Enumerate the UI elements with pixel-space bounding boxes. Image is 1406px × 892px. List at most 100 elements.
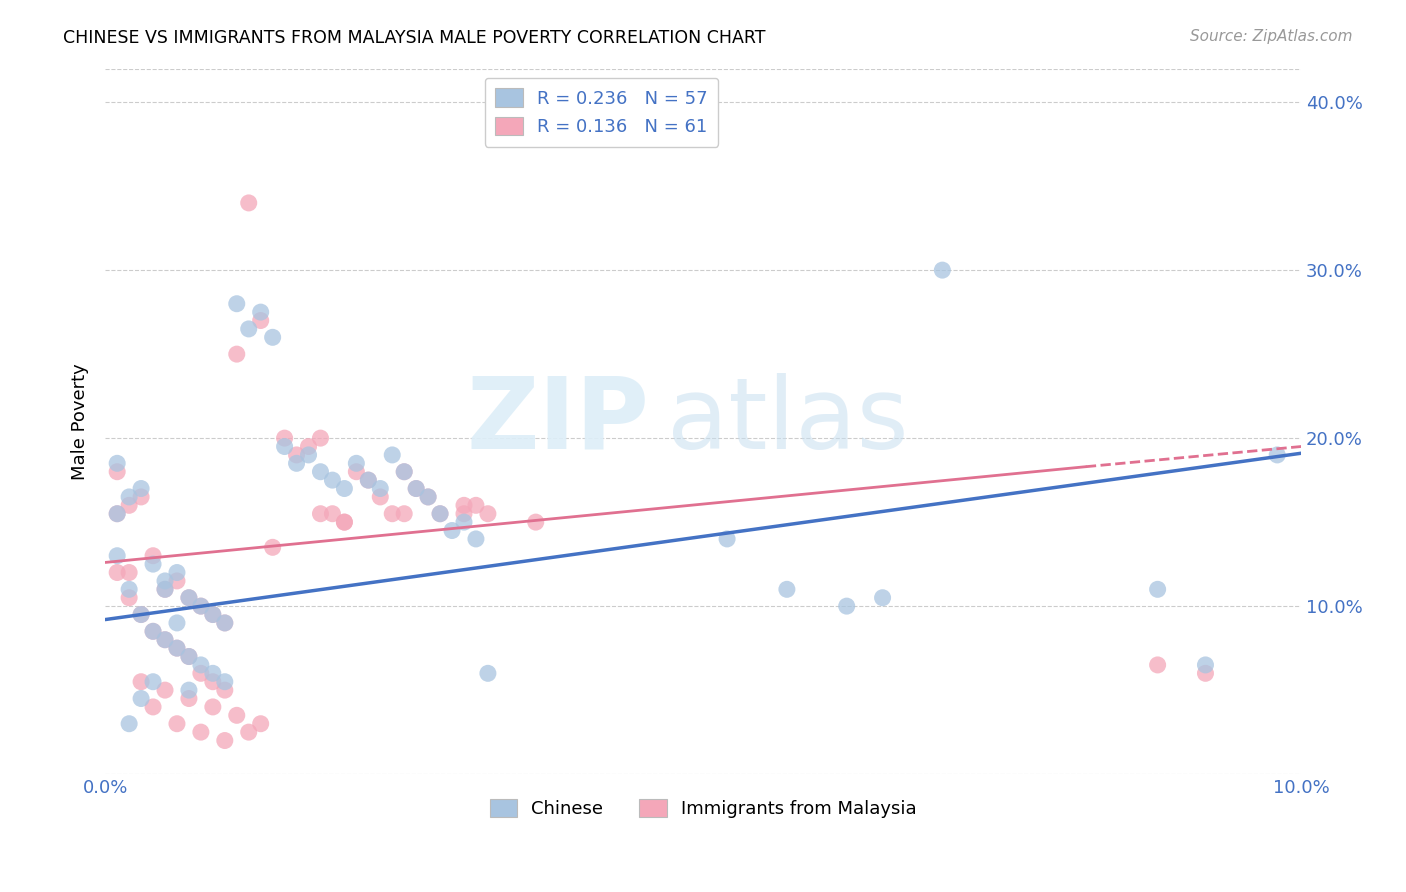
Point xyxy=(524,515,547,529)
Point xyxy=(238,195,260,210)
Point xyxy=(416,490,439,504)
Point xyxy=(368,490,391,504)
Point xyxy=(153,582,176,597)
Point xyxy=(309,465,332,479)
Point xyxy=(177,691,200,706)
Point xyxy=(273,440,295,454)
Point xyxy=(392,507,415,521)
Point xyxy=(129,482,152,496)
Point xyxy=(166,615,188,630)
Point xyxy=(129,490,152,504)
Point xyxy=(477,507,499,521)
Point xyxy=(214,683,236,698)
Point xyxy=(344,465,367,479)
Point xyxy=(416,490,439,504)
Point xyxy=(285,456,308,470)
Point xyxy=(931,263,953,277)
Point xyxy=(1194,657,1216,672)
Point xyxy=(142,557,165,571)
Point xyxy=(201,666,224,681)
Point xyxy=(105,456,128,470)
Point xyxy=(142,674,165,689)
Point xyxy=(835,599,858,614)
Point xyxy=(105,465,128,479)
Point xyxy=(392,465,415,479)
Point xyxy=(321,507,343,521)
Point xyxy=(153,632,176,647)
Point xyxy=(177,649,200,664)
Point xyxy=(309,507,332,521)
Point xyxy=(368,482,391,496)
Point xyxy=(273,431,295,445)
Point xyxy=(238,322,260,336)
Point xyxy=(177,683,200,698)
Point xyxy=(225,347,247,361)
Point xyxy=(381,448,404,462)
Y-axis label: Male Poverty: Male Poverty xyxy=(72,363,89,480)
Point xyxy=(285,448,308,462)
Point xyxy=(142,624,165,639)
Point xyxy=(333,515,356,529)
Point xyxy=(381,507,404,521)
Point xyxy=(142,549,165,563)
Point xyxy=(177,649,200,664)
Point xyxy=(238,725,260,739)
Point xyxy=(105,507,128,521)
Point xyxy=(333,515,356,529)
Point xyxy=(129,607,152,622)
Point xyxy=(190,725,212,739)
Point xyxy=(297,448,319,462)
Point xyxy=(153,574,176,588)
Text: CHINESE VS IMMIGRANTS FROM MALAYSIA MALE POVERTY CORRELATION CHART: CHINESE VS IMMIGRANTS FROM MALAYSIA MALE… xyxy=(63,29,766,46)
Point xyxy=(262,541,284,555)
Point xyxy=(166,566,188,580)
Point xyxy=(129,691,152,706)
Legend: Chinese, Immigrants from Malaysia: Chinese, Immigrants from Malaysia xyxy=(482,791,924,825)
Point xyxy=(249,305,271,319)
Point xyxy=(357,473,380,487)
Point xyxy=(166,716,188,731)
Point xyxy=(405,482,427,496)
Point xyxy=(392,465,415,479)
Point xyxy=(872,591,894,605)
Point xyxy=(201,607,224,622)
Point xyxy=(142,700,165,714)
Point xyxy=(105,549,128,563)
Point xyxy=(441,524,464,538)
Point xyxy=(344,456,367,470)
Point xyxy=(1146,657,1168,672)
Point xyxy=(118,591,141,605)
Point xyxy=(142,624,165,639)
Point xyxy=(129,607,152,622)
Point xyxy=(1146,582,1168,597)
Point xyxy=(214,615,236,630)
Point xyxy=(118,716,141,731)
Point xyxy=(776,582,799,597)
Point xyxy=(166,574,188,588)
Point xyxy=(429,507,451,521)
Text: Source: ZipAtlas.com: Source: ZipAtlas.com xyxy=(1189,29,1353,44)
Point xyxy=(190,657,212,672)
Text: atlas: atlas xyxy=(668,373,908,470)
Point xyxy=(177,591,200,605)
Point xyxy=(201,674,224,689)
Point xyxy=(153,632,176,647)
Point xyxy=(297,440,319,454)
Point xyxy=(453,515,475,529)
Point xyxy=(453,499,475,513)
Point xyxy=(465,532,488,546)
Point xyxy=(321,473,343,487)
Point xyxy=(190,666,212,681)
Point xyxy=(153,683,176,698)
Point xyxy=(214,674,236,689)
Point xyxy=(214,733,236,747)
Point xyxy=(225,296,247,310)
Point xyxy=(1265,448,1288,462)
Point xyxy=(190,599,212,614)
Point xyxy=(105,566,128,580)
Point xyxy=(716,532,738,546)
Point xyxy=(118,582,141,597)
Point xyxy=(309,431,332,445)
Point xyxy=(105,507,128,521)
Point xyxy=(429,507,451,521)
